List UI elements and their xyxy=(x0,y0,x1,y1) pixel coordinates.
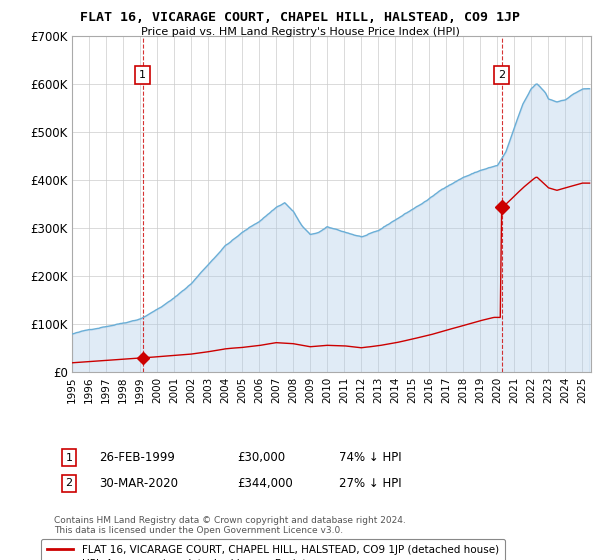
Text: 2: 2 xyxy=(498,70,505,80)
Text: £344,000: £344,000 xyxy=(237,477,293,490)
Text: Contains HM Land Registry data © Crown copyright and database right 2024.
This d: Contains HM Land Registry data © Crown c… xyxy=(54,516,406,535)
Text: 1: 1 xyxy=(139,70,146,80)
Text: 27% ↓ HPI: 27% ↓ HPI xyxy=(339,477,401,490)
Legend: FLAT 16, VICARAGE COURT, CHAPEL HILL, HALSTEAD, CO9 1JP (detached house), HPI: A: FLAT 16, VICARAGE COURT, CHAPEL HILL, HA… xyxy=(41,539,505,560)
Text: 2: 2 xyxy=(65,478,73,488)
Text: 74% ↓ HPI: 74% ↓ HPI xyxy=(339,451,401,464)
Text: 30-MAR-2020: 30-MAR-2020 xyxy=(99,477,178,490)
Text: £30,000: £30,000 xyxy=(237,451,285,464)
Text: FLAT 16, VICARAGE COURT, CHAPEL HILL, HALSTEAD, CO9 1JP: FLAT 16, VICARAGE COURT, CHAPEL HILL, HA… xyxy=(80,11,520,24)
Text: 26-FEB-1999: 26-FEB-1999 xyxy=(99,451,175,464)
Text: 1: 1 xyxy=(65,452,73,463)
Text: Price paid vs. HM Land Registry's House Price Index (HPI): Price paid vs. HM Land Registry's House … xyxy=(140,27,460,37)
